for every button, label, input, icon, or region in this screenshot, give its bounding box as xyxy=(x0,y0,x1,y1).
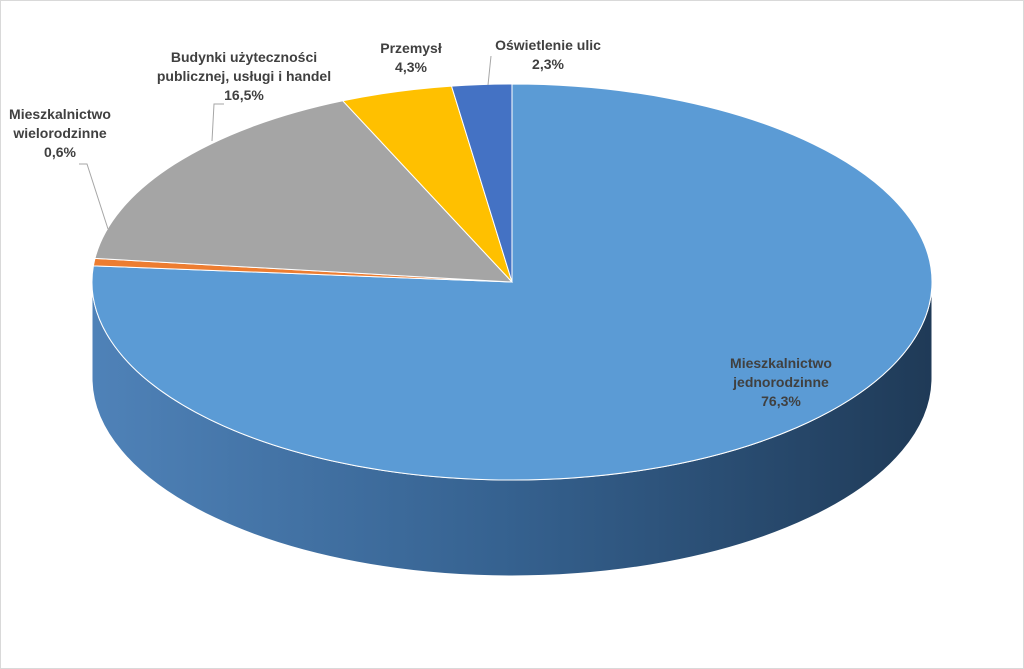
leader-line-1 xyxy=(79,163,109,230)
data-label-category-2: Budynki użyteczności xyxy=(171,49,317,65)
data-label-category-1: Mieszkalnictwo xyxy=(9,106,111,122)
leader-line-2 xyxy=(211,103,224,142)
data-label-category-2: publicznej, usługi i handel xyxy=(157,68,331,84)
pie-slice-4 xyxy=(450,83,513,283)
data-label-value-0: 76,3% xyxy=(761,393,801,409)
data-label-category-0: jednorodzinne xyxy=(732,374,829,390)
pie-slice-0 xyxy=(91,83,933,481)
data-label-category-0: Mieszkalnictwo xyxy=(730,355,832,371)
data-label-value-3: 4,3% xyxy=(395,59,427,75)
data-label-category-4: Oświetlenie ulic xyxy=(495,37,601,53)
data-label-value-1: 0,6% xyxy=(44,144,76,160)
data-label-category-1: wielorodzinne xyxy=(12,125,107,141)
leader-line-4 xyxy=(487,55,492,86)
pie-slice-2 xyxy=(94,100,514,283)
data-label-category-3: Przemysł xyxy=(380,40,442,56)
data-label-value-4: 2,3% xyxy=(532,56,564,72)
data-label-value-2: 16,5% xyxy=(224,87,264,103)
